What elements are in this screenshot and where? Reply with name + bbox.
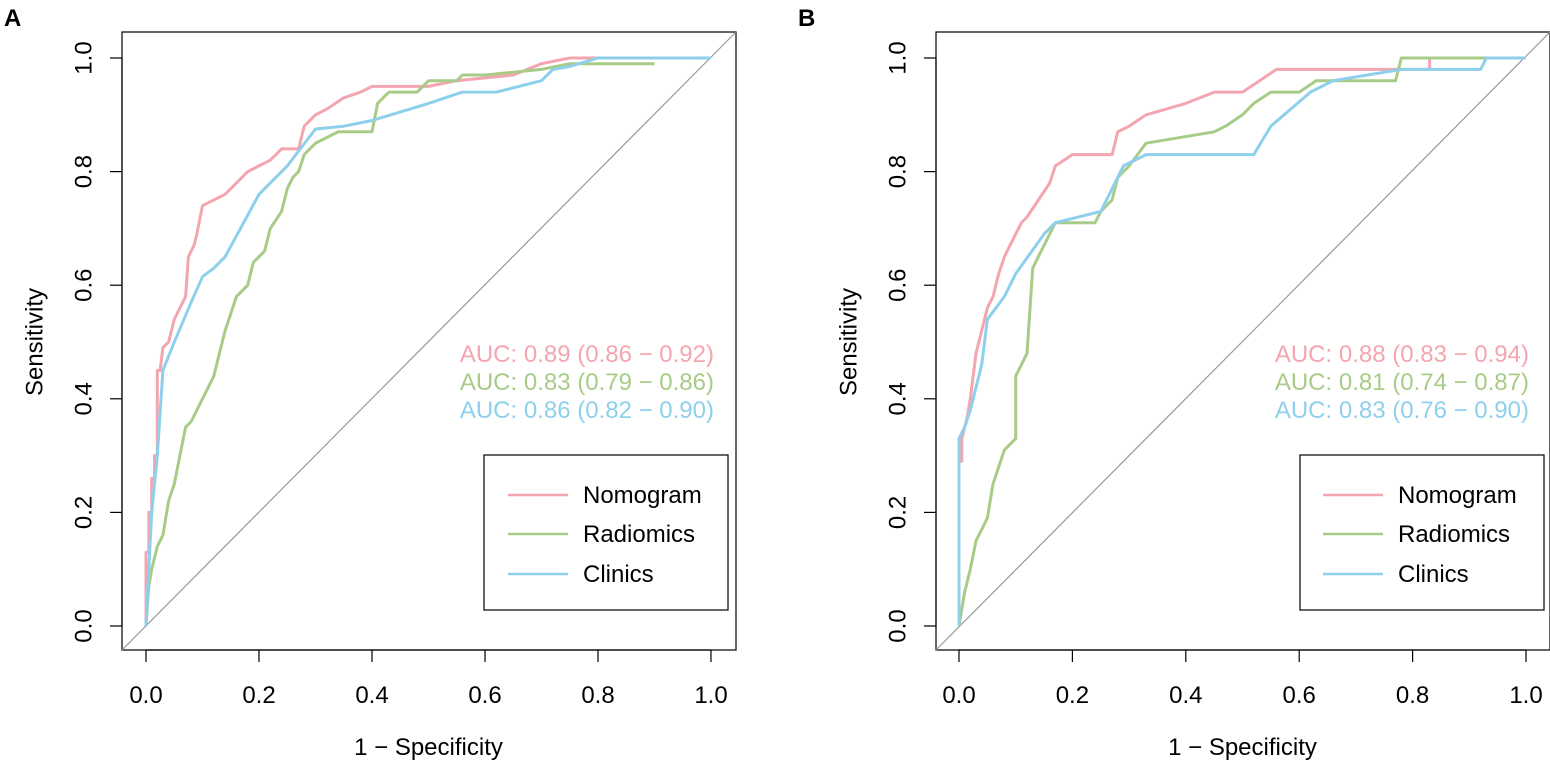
series-group [144, 56, 711, 627]
roc-panel-b: B 0.0 0.2 0.4 0.6 0.8 1.0 1 − Specificity 0.0 0.2… [798, 5, 1550, 761]
x-tick-label: 0.8 [581, 682, 614, 709]
x-axis-title: 1 − Specificity [1168, 734, 1317, 761]
x-tick-label: 0.0 [129, 682, 162, 709]
auc-label-radiomics: AUC: 0.83 (0.79 − 0.86) [460, 369, 714, 396]
panel-letter: A [4, 5, 21, 32]
legend-label-nomogram: Nomogram [583, 482, 702, 509]
legend-label-nomogram: Nomogram [1398, 482, 1517, 509]
x-tick-label: 0.6 [1283, 682, 1316, 709]
x-tick-label: 0.0 [942, 682, 975, 709]
legend-label-radiomics: Radiomics [583, 521, 695, 548]
diagonal-reference-line [121, 31, 737, 651]
series-line-nomogram [959, 56, 1526, 463]
y-tick-label: 0.4 [70, 382, 97, 415]
x-axis: 0.0 0.2 0.4 0.6 0.8 1.0 1 − Specificity [129, 649, 728, 761]
legend-label-clinics: Clinics [583, 561, 654, 588]
x-tick-label: 0.2 [242, 682, 275, 709]
roc-panel-a: A 0.0 0.2 0.4 0.6 0.8 1.0 1 − Specificity 0.0 0.2… [4, 5, 737, 761]
x-tick-label: 0.8 [1396, 682, 1429, 709]
x-axis: 0.0 0.2 0.4 0.6 0.8 1.0 1 − Specificity [942, 649, 1543, 761]
legend-box [1299, 454, 1545, 611]
x-tick-label: 0.4 [355, 682, 388, 709]
x-tick-label: 0.4 [1169, 682, 1202, 709]
y-tick-label: 0.2 [884, 496, 911, 529]
x-tick-label: 0.6 [468, 682, 501, 709]
legend-box [483, 454, 729, 611]
x-axis-title: 1 − Specificity [354, 734, 503, 761]
auc-label-clinics: AUC: 0.83 (0.76 − 0.90) [1275, 397, 1529, 424]
y-tick-label: 0.4 [884, 382, 911, 415]
auc-label-nomogram: AUC: 0.89 (0.86 − 0.92) [460, 341, 714, 368]
series-group [957, 56, 1526, 627]
x-tick-label: 1.0 [1509, 682, 1542, 709]
auc-annotations: AUC: 0.89 (0.86 − 0.92)AUC: 0.83 (0.79 −… [460, 341, 714, 424]
y-tick-label: 0.2 [70, 496, 97, 529]
y-axis: 0.0 0.2 0.4 0.6 0.8 1.0 Sensitivity [21, 41, 123, 643]
y-tick-label: 0.0 [884, 609, 911, 642]
y-tick-label: 0.6 [884, 269, 911, 302]
series-line-radiomics [144, 62, 655, 627]
y-tick-label: 0.0 [70, 609, 97, 642]
legend-label-radiomics: Radiomics [1398, 521, 1510, 548]
auc-label-radiomics: AUC: 0.81 (0.74 − 0.87) [1275, 369, 1529, 396]
y-tick-label: 0.8 [70, 155, 97, 188]
legend: Nomogram Radiomics Clinics [483, 454, 729, 611]
panel-letter: B [798, 5, 815, 32]
series-line-nomogram [144, 56, 711, 626]
y-tick-label: 0.6 [70, 269, 97, 302]
y-axis-title: Sensitivity [835, 288, 862, 396]
series-line-clinics [957, 56, 1526, 626]
y-tick-label: 0.8 [884, 155, 911, 188]
auc-label-clinics: AUC: 0.86 (0.82 − 0.90) [460, 397, 714, 424]
y-axis-title: Sensitivity [21, 288, 48, 396]
auc-annotations: AUC: 0.88 (0.83 − 0.94)AUC: 0.81 (0.74 −… [1275, 341, 1529, 424]
x-tick-label: 1.0 [694, 682, 727, 709]
y-axis: 0.0 0.2 0.4 0.6 0.8 1.0 Sensitivity [835, 41, 937, 643]
legend-label-clinics: Clinics [1398, 561, 1469, 588]
x-tick-label: 0.2 [1056, 682, 1089, 709]
y-tick-label: 1.0 [884, 41, 911, 74]
y-tick-label: 1.0 [70, 41, 97, 74]
legend: Nomogram Radiomics Clinics [1299, 454, 1545, 611]
diagonal-reference-line [935, 31, 1550, 651]
series-line-clinics [144, 56, 711, 627]
auc-label-nomogram: AUC: 0.88 (0.83 − 0.94) [1275, 341, 1529, 368]
